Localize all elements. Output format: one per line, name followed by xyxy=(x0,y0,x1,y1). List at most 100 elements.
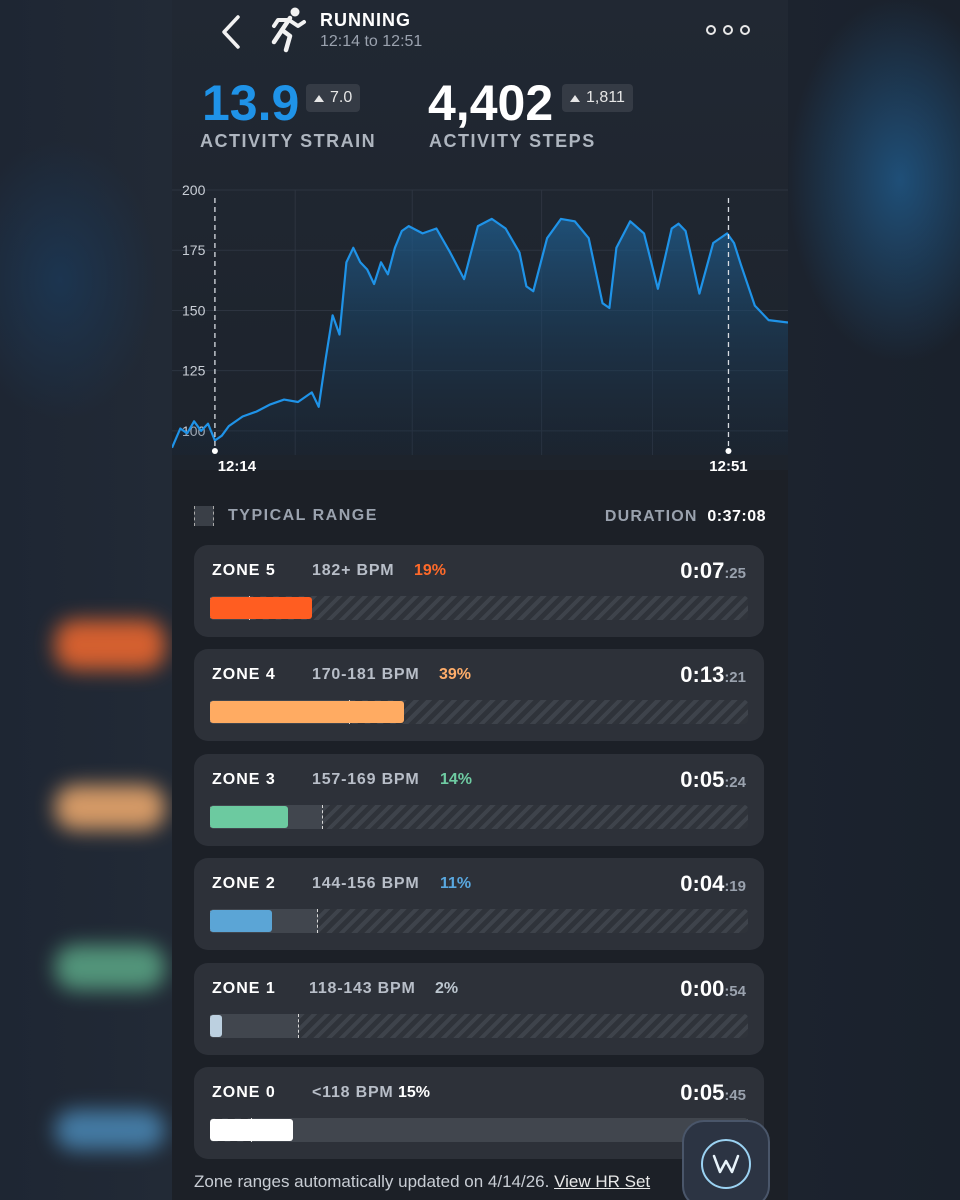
zone-time-main: 0:00 xyxy=(680,975,725,1001)
zone-percent: 19% xyxy=(414,562,447,579)
typical-range-label: TYPICAL RANGE xyxy=(228,507,378,524)
more-horizontal-icon[interactable] xyxy=(706,22,750,38)
zone-card[interactable]: ZONE 5 182+ BPM 19% 0:07:25 xyxy=(194,545,764,637)
blurred-bar xyxy=(55,1110,165,1150)
y-tick-label: 125 xyxy=(182,363,206,379)
typical-range-swatch xyxy=(194,506,214,526)
up-triangle-icon xyxy=(314,94,324,102)
typical-range-legend: TYPICAL RANGE xyxy=(194,506,378,526)
zone-percent: 2% xyxy=(435,979,459,997)
zone-time: 0:00:54 xyxy=(680,976,746,1002)
activity-time-range: 12:14 to 12:51 xyxy=(320,33,423,50)
zone-percent: 11% xyxy=(440,875,472,893)
strain-delta-badge: 7.0 xyxy=(306,84,361,112)
heart-rate-line xyxy=(172,217,788,449)
y-tick-label: 150 xyxy=(182,302,206,318)
zone-bar-track xyxy=(210,804,748,829)
zone-bpm-range: 182+ BPM xyxy=(312,562,395,579)
zone-bar-track xyxy=(210,1118,748,1142)
steps-label: ACTIVITY STEPS xyxy=(429,131,596,151)
zone-time-main: 0:05 xyxy=(680,766,725,792)
zone-bar-fill xyxy=(210,597,313,619)
zone-time: 0:05:24 xyxy=(680,767,746,793)
zone-card[interactable]: ZONE 1 118-143 BPM 2% 0:00:54 xyxy=(194,962,764,1055)
zone-time-main: 0:04 xyxy=(680,871,725,897)
zone-time-seconds: :21 xyxy=(724,669,746,687)
zone-bar-track xyxy=(210,700,748,725)
zone-card[interactable]: ZONE 4 170-181 BPM 39% 0:13:21 xyxy=(194,649,764,742)
zone-bpm-range: 170-181 BPM xyxy=(312,666,420,684)
start-time-label: 12:14 xyxy=(218,458,257,475)
zone-name: ZONE 2 xyxy=(212,875,276,893)
running-person-icon xyxy=(268,6,308,54)
zone-bar-fill xyxy=(210,1119,294,1141)
zone-name: ZONE 5 xyxy=(212,562,276,579)
zone-name: ZONE 3 xyxy=(212,770,276,788)
whoop-logo-button[interactable] xyxy=(682,1120,770,1200)
strain-delta: 7.0 xyxy=(330,89,353,106)
zone-bar-track xyxy=(210,909,748,934)
zone-time-seconds: :19 xyxy=(724,878,746,896)
zone-bpm-range: <118 BPM xyxy=(312,1084,394,1101)
up-triangle-icon xyxy=(570,94,580,102)
steps-delta-badge: 1,811 xyxy=(562,84,633,112)
steps-delta: 1,811 xyxy=(586,89,625,106)
zone-bpm-range: 118-143 BPM xyxy=(309,979,416,997)
duration-label: DURATION xyxy=(604,508,698,525)
blurred-bar xyxy=(55,785,165,830)
zone-time-main: 0:07 xyxy=(680,558,725,583)
zone-name: ZONE 0 xyxy=(212,1084,276,1101)
chevron-left-icon xyxy=(222,15,240,49)
header: RUNNING 12:14 to 12:51 xyxy=(172,0,788,70)
zone-name: ZONE 4 xyxy=(212,666,276,684)
y-tick-label: 200 xyxy=(182,182,206,198)
footer-note: Zone ranges automatically updated on 4/1… xyxy=(194,1172,650,1192)
zone-percent: 39% xyxy=(439,666,472,684)
zone-card[interactable]: ZONE 2 144-156 BPM 11% 0:04:19 xyxy=(194,858,764,951)
zone-bpm-range: 157-169 BPM xyxy=(312,770,420,788)
zone-time-main: 0:05 xyxy=(680,1080,725,1105)
typical-range-band xyxy=(210,1013,299,1038)
zone-name: ZONE 1 xyxy=(212,979,276,997)
zone-card[interactable]: ZONE 3 157-169 BPM 14% 0:05:24 xyxy=(194,753,764,846)
heart-rate-area xyxy=(172,218,788,455)
activity-title: RUNNING xyxy=(320,10,411,30)
zone-time-seconds: :25 xyxy=(724,565,746,582)
zone-time: 0:05:45 xyxy=(680,1080,746,1106)
duration: DURATION 0:37:08 xyxy=(605,508,766,526)
strain-label: ACTIVITY STRAIN xyxy=(200,131,377,151)
zone-time-main: 0:13 xyxy=(680,662,725,688)
zone-time: 0:07:25 xyxy=(680,558,746,584)
zone-bpm-range: 144-156 BPM xyxy=(312,875,420,893)
end-marker-dot xyxy=(725,448,732,454)
typical-range-band xyxy=(251,1118,748,1142)
footer-text: Zone ranges automatically updated on 4/1… xyxy=(194,1172,550,1191)
end-time-label: 12:51 xyxy=(709,458,747,475)
zone-bar-fill xyxy=(210,1014,222,1037)
start-marker-dot xyxy=(211,448,218,454)
zone-bar-track xyxy=(210,1013,748,1038)
zone-percent: 14% xyxy=(440,770,473,788)
strain-value: 13.9 xyxy=(202,75,300,131)
duration-value: 0:37:08 xyxy=(707,508,766,525)
view-hr-settings-link[interactable]: View HR Set xyxy=(554,1172,651,1191)
zone-percent: 15% xyxy=(398,1084,431,1101)
activity-detail-screen: RUNNING 12:14 to 12:51 13.9 7.0 ACTIVITY… xyxy=(172,0,788,1200)
zone-time-seconds: :45 xyxy=(724,1087,746,1104)
blurred-bar xyxy=(55,620,165,670)
y-tick-label: 175 xyxy=(182,242,206,258)
zone-bar-fill xyxy=(210,701,404,724)
zone-time: 0:04:19 xyxy=(680,871,746,897)
zone-bar-track xyxy=(210,596,748,620)
zone-time-seconds: :24 xyxy=(724,773,746,791)
zone-bar-fill xyxy=(210,910,272,933)
zone-time-seconds: :54 xyxy=(724,982,746,1000)
zone-bar-fill xyxy=(210,805,288,828)
steps-value: 4,402 xyxy=(428,75,554,131)
zone-card[interactable]: ZONE 0 <118 BPM 15% 0:05:45 xyxy=(194,1067,764,1159)
back-button[interactable] xyxy=(214,12,250,52)
whoop-logo-icon xyxy=(701,1139,751,1189)
zone-time: 0:13:21 xyxy=(680,662,746,688)
blurred-bar xyxy=(55,945,165,990)
